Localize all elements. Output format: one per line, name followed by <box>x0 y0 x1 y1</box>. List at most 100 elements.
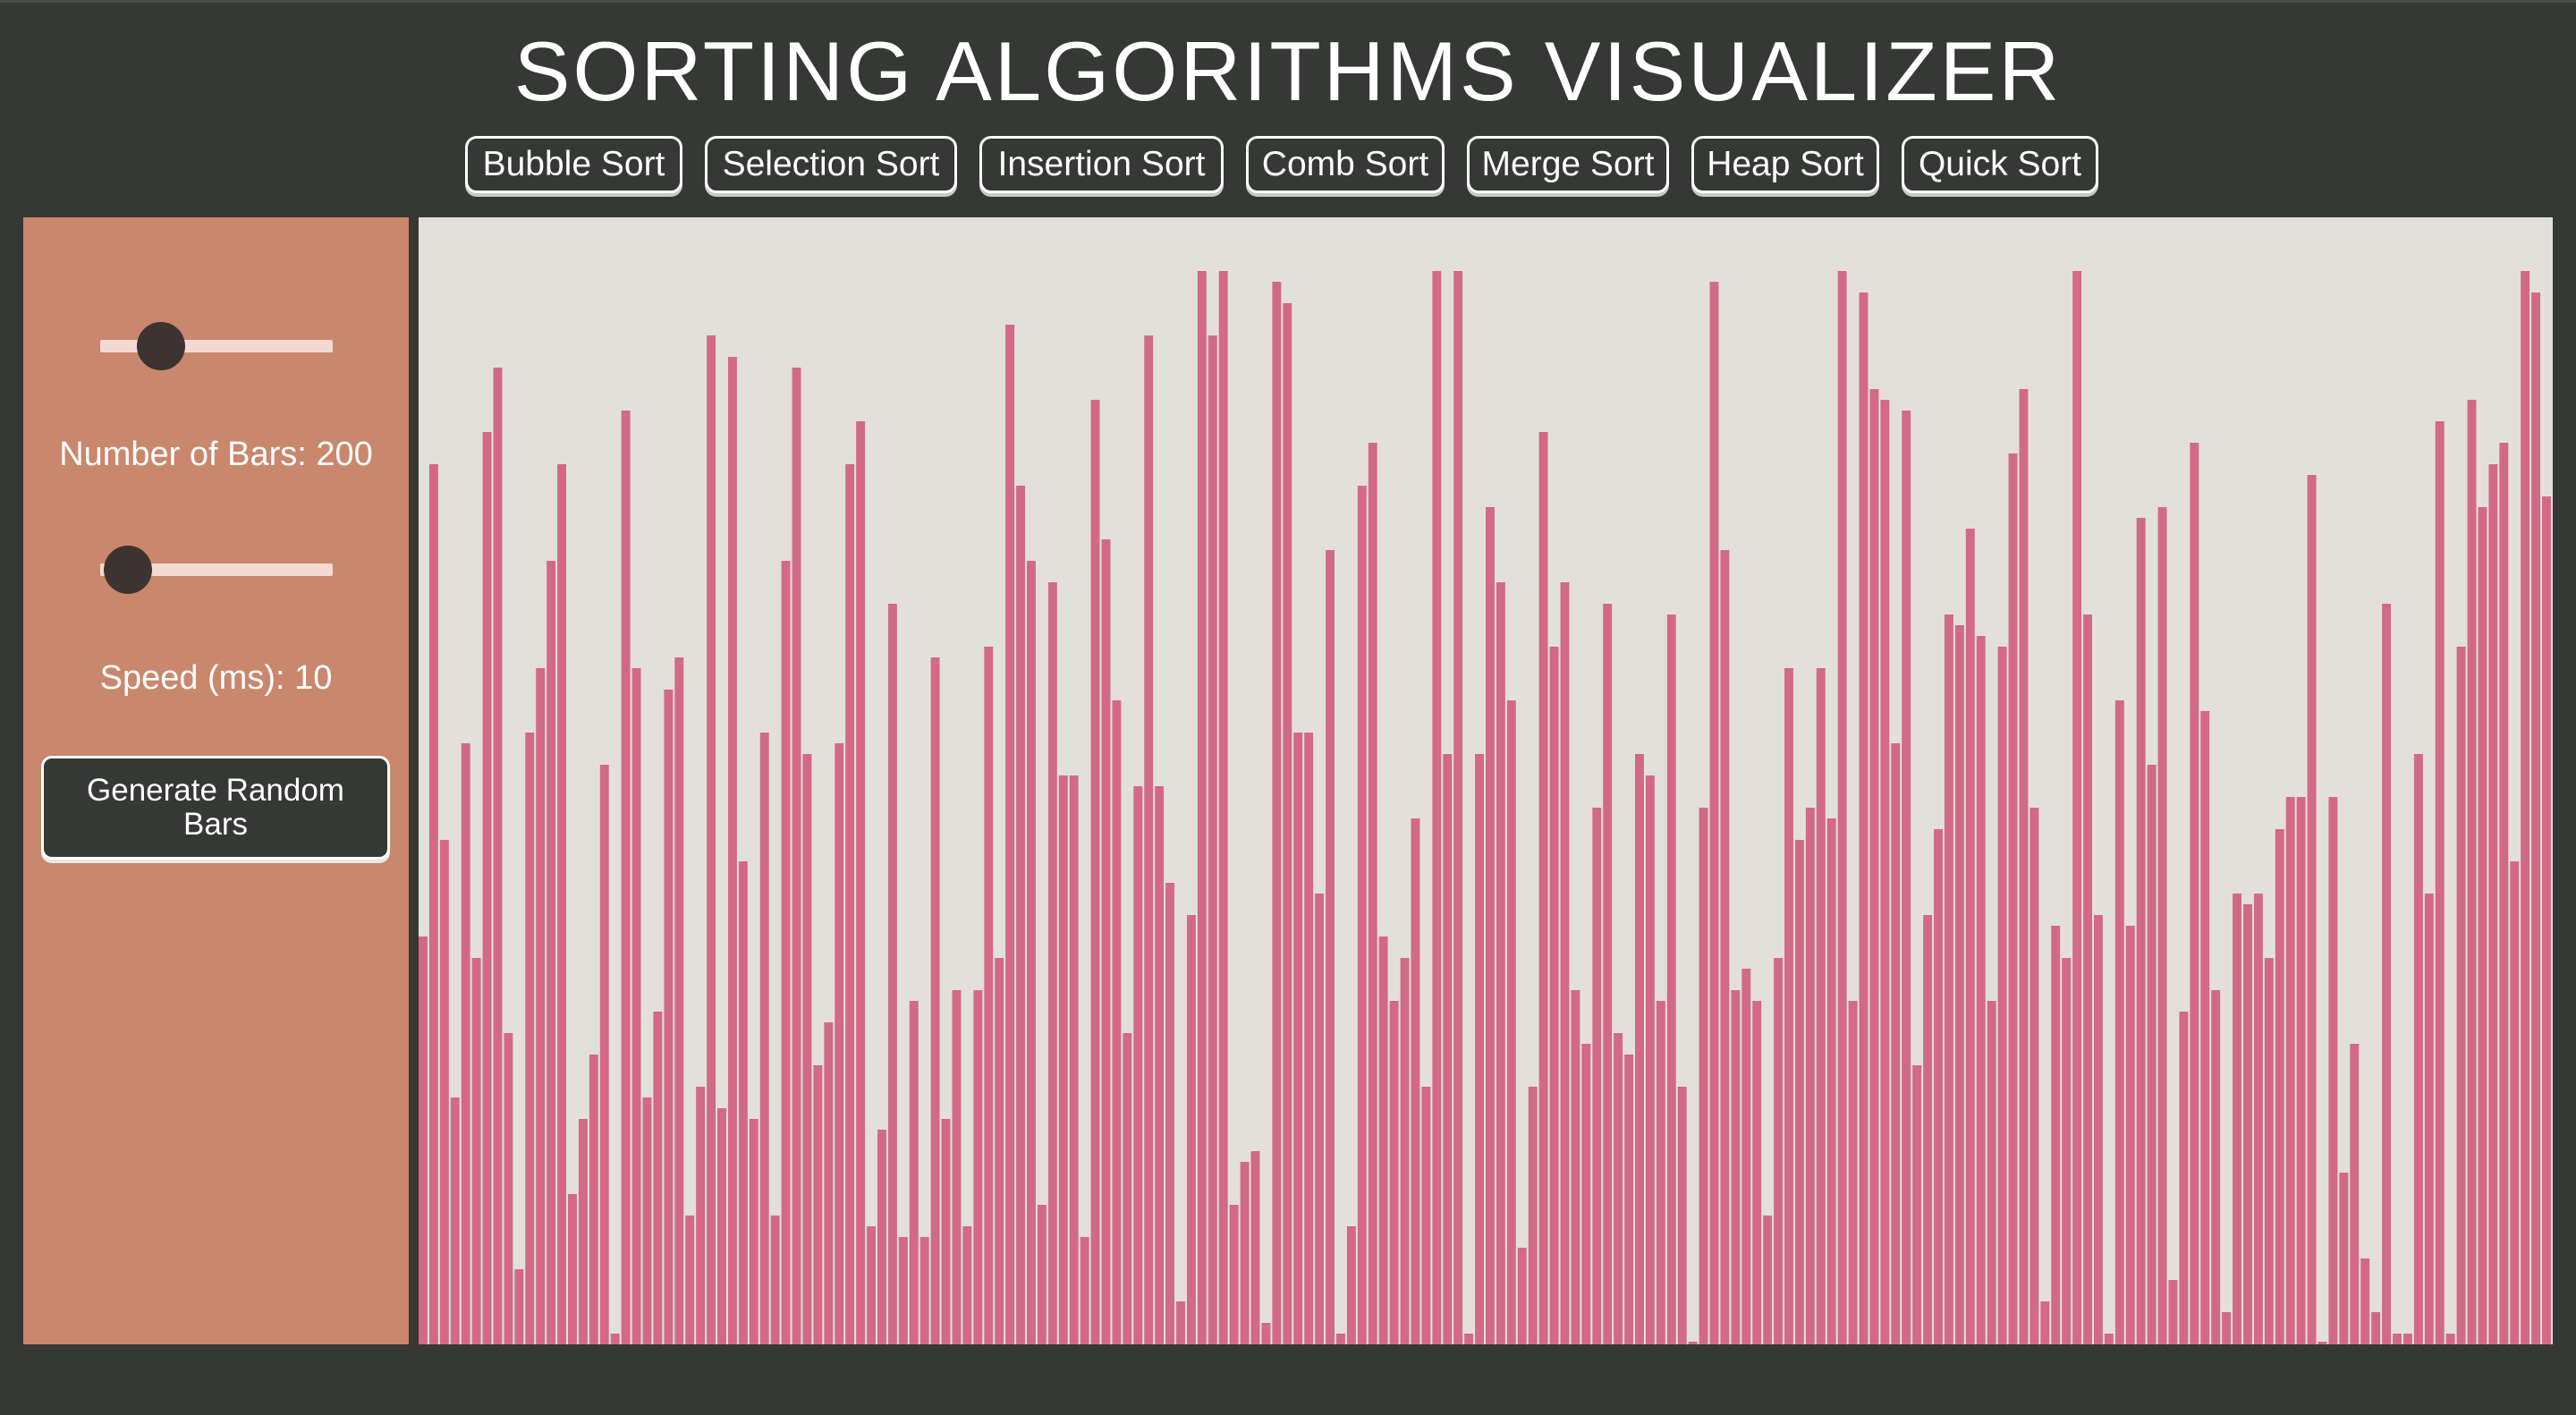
bar <box>1538 432 1548 1344</box>
generate-random-bars-button[interactable]: Generate Random Bars <box>41 756 390 860</box>
page-title: SORTING ALGORITHMS VISUALIZER <box>513 24 2063 118</box>
bar <box>1326 550 1335 1344</box>
bar <box>1144 335 1154 1344</box>
control-panel: Number of Bars: 200 Speed (ms): 10 Gener… <box>23 217 409 1344</box>
bar <box>835 743 844 1344</box>
bar <box>1987 1001 1996 1344</box>
bar <box>2104 1334 2114 1344</box>
bar <box>2393 1334 2402 1344</box>
bar <box>1752 1001 1762 1344</box>
bar <box>1101 539 1111 1344</box>
bar <box>674 657 684 1344</box>
bar <box>525 733 535 1344</box>
bar <box>482 432 492 1344</box>
bars-count-slider[interactable] <box>100 322 333 370</box>
insertion-sort-button[interactable]: Insertion Sort <box>979 136 1224 193</box>
heap-sort-button[interactable]: Heap Sort <box>1691 136 1879 193</box>
bar <box>2456 647 2466 1344</box>
bar <box>578 1119 588 1344</box>
bar <box>493 368 503 1344</box>
bar <box>856 421 866 1344</box>
comb-sort-button[interactable]: Comb Sort <box>1246 136 1445 193</box>
bar <box>2413 754 2423 1344</box>
bar <box>707 335 716 1344</box>
bar <box>568 1194 577 1344</box>
merge-sort-button[interactable]: Merge Sort <box>1467 136 1669 193</box>
bar <box>1058 775 1068 1344</box>
bar <box>2200 711 2210 1344</box>
bar <box>759 733 769 1344</box>
bar <box>2179 1012 2189 1344</box>
selection-sort-button[interactable]: Selection Sort <box>705 136 957 193</box>
bar <box>1400 958 1410 1344</box>
bar <box>781 561 791 1344</box>
bar <box>2531 292 2541 1344</box>
bar <box>919 1237 929 1344</box>
bar <box>696 1087 706 1344</box>
bar <box>1432 271 1442 1344</box>
bar <box>1784 668 1793 1344</box>
bar <box>1261 1323 1271 1344</box>
bars-slider-track[interactable] <box>100 340 333 352</box>
bar <box>973 990 983 1344</box>
bar <box>1934 829 1943 1344</box>
bar <box>1080 1237 1089 1344</box>
bar <box>1912 1065 1922 1344</box>
bar <box>1293 733 1303 1344</box>
quick-sort-button[interactable]: Quick Sort <box>1902 136 2098 193</box>
bar <box>941 1119 951 1344</box>
bar <box>1197 271 1207 1344</box>
bar <box>995 958 1004 1344</box>
bar <box>419 936 428 1344</box>
bar <box>727 357 737 1344</box>
speed-slider-thumb[interactable] <box>104 546 153 594</box>
bar <box>1902 411 1911 1344</box>
bar <box>2211 990 2221 1344</box>
bar <box>1283 303 1292 1344</box>
bar <box>1037 1205 1046 1344</box>
bar <box>1923 915 1933 1344</box>
bar <box>1208 335 1217 1344</box>
bar <box>439 840 449 1344</box>
bar <box>984 647 994 1344</box>
bar <box>2114 700 2124 1344</box>
bar <box>2072 271 2082 1344</box>
bar <box>2328 797 2338 1344</box>
bar <box>685 1216 695 1344</box>
bar <box>2307 475 2317 1344</box>
bar <box>2019 389 2029 1344</box>
bars-slider-thumb[interactable] <box>136 322 185 370</box>
bar <box>1155 786 1165 1344</box>
bar <box>2424 894 2434 1344</box>
speed-slider[interactable] <box>100 546 333 594</box>
bar <box>2371 1312 2381 1344</box>
bar <box>1880 400 1890 1344</box>
bar <box>1859 292 1868 1344</box>
bar <box>2478 507 2487 1344</box>
bubble-sort-button[interactable]: Bubble Sort <box>465 136 682 193</box>
bar <box>1891 743 1901 1344</box>
bar <box>536 668 546 1344</box>
bar <box>428 464 438 1344</box>
bar <box>2029 808 2039 1344</box>
bar <box>2296 797 2306 1344</box>
bar <box>898 1237 908 1344</box>
bar <box>1464 1334 1474 1344</box>
speed-slider-track[interactable] <box>100 563 333 576</box>
bar <box>2083 614 2093 1344</box>
bar <box>1635 754 1644 1344</box>
bar <box>1731 990 1741 1344</box>
bar <box>1699 808 1708 1344</box>
bar <box>2382 604 2392 1344</box>
bar <box>514 1269 524 1344</box>
bar <box>2318 1342 2327 1344</box>
bar <box>1027 561 1036 1344</box>
panel-divider <box>409 217 419 1344</box>
bar <box>2264 958 2274 1344</box>
bar <box>1218 271 1228 1344</box>
bar <box>813 1065 823 1344</box>
bar <box>1677 1087 1687 1344</box>
bar <box>1741 969 1751 1344</box>
bar <box>2243 904 2252 1344</box>
bar <box>1069 775 1079 1344</box>
